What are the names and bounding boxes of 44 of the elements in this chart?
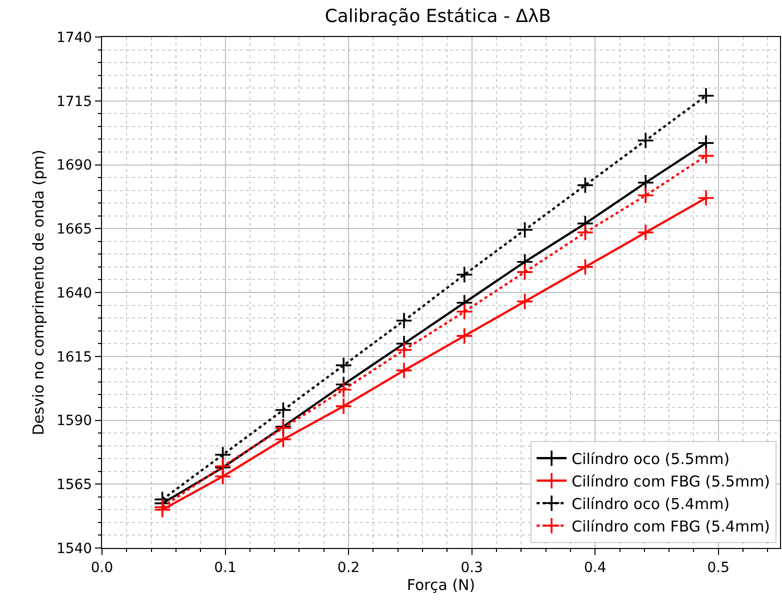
- y-tick-label: 1665: [56, 222, 92, 238]
- x-tick-label: 0.2: [337, 560, 360, 576]
- y-tick-label: 1615: [56, 349, 92, 366]
- point: [516, 263, 534, 281]
- point: [516, 221, 534, 238]
- y-tick-label: 1565: [56, 477, 92, 494]
- point: [697, 189, 715, 207]
- point: [576, 176, 594, 194]
- y-tick-label: 1715: [56, 94, 92, 110]
- point: [395, 312, 413, 330]
- legend-label: Cilíndro com FBG (5.5mm): [572, 472, 770, 490]
- y-tick-label: 1640: [56, 285, 92, 302]
- x-tick-label: 0.5: [707, 560, 730, 576]
- point: [576, 224, 594, 242]
- y-tick-label: 1690: [56, 158, 92, 174]
- x-axis-title: Força (N): [406, 576, 476, 594]
- y-tick-label: 1740: [56, 30, 92, 46]
- point: [335, 356, 352, 374]
- point: [335, 380, 352, 398]
- x-tick-label: 0.4: [584, 560, 606, 576]
- point: [274, 401, 292, 419]
- point: [456, 327, 474, 345]
- x-tick-label: 0.1: [214, 560, 236, 576]
- legend-label: Cilíndro com FBG (5.4mm): [572, 517, 770, 536]
- point: [637, 224, 654, 242]
- point: [395, 362, 413, 380]
- point: [456, 266, 474, 284]
- point: [456, 303, 474, 320]
- chart-title: Calibração Estática - ΔλB: [324, 6, 552, 27]
- point: [395, 341, 413, 359]
- legend-label: Cilíndro oco (5.4mm): [572, 494, 730, 513]
- point: [637, 132, 654, 150]
- x-tick-label: 0.0: [90, 560, 114, 576]
- y-tick-label: 1540: [56, 540, 92, 557]
- y-axis-title: Desvio no comprimento de onda (pm): [30, 150, 48, 436]
- point: [697, 147, 715, 164]
- point: [335, 398, 352, 415]
- point: [697, 87, 715, 104]
- legend-label: Cilíndro oco (5.5mm): [572, 450, 730, 468]
- point: [637, 186, 654, 204]
- x-tick-label: 0.3: [460, 560, 483, 576]
- point: [576, 258, 594, 276]
- point: [516, 292, 534, 310]
- y-tick-label: 1590: [56, 413, 92, 430]
